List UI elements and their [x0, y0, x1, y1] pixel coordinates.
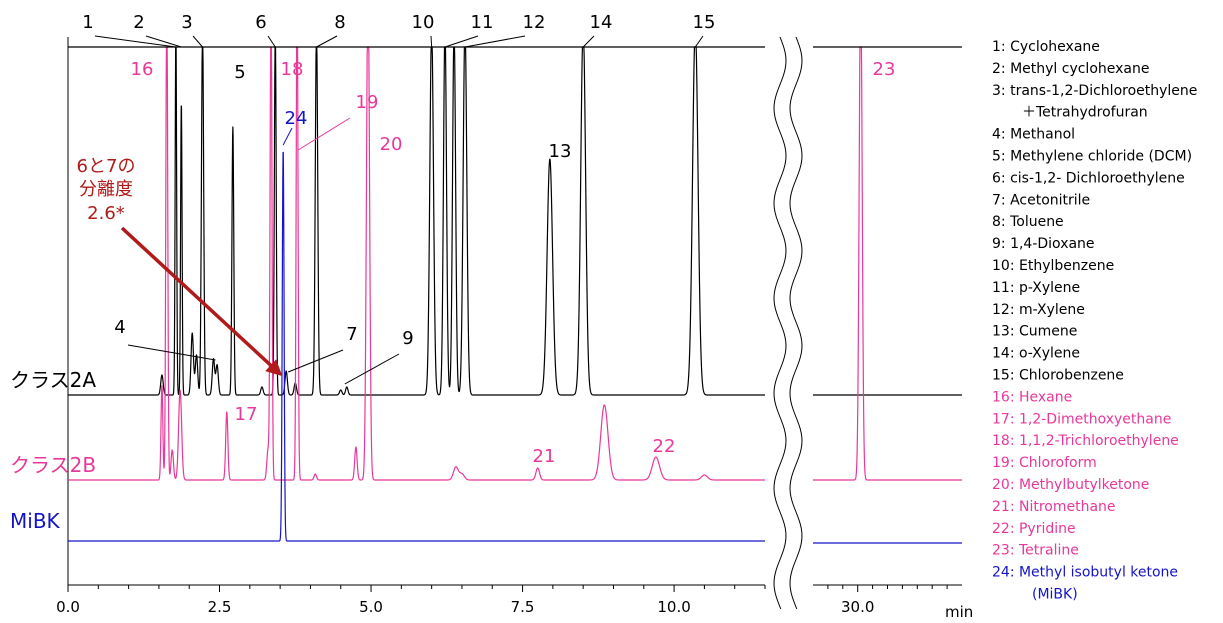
- legend-item-25: (MiBK): [1032, 587, 1078, 603]
- x-tick-label: 5.0: [359, 598, 383, 616]
- legend-item-14: 14: o-Xylene: [992, 346, 1080, 362]
- peak-label-2: 2: [133, 12, 144, 33]
- peak-leader-line: [94, 35, 176, 48]
- legend-item-13: 13: Cumene: [992, 324, 1077, 340]
- legend-item-17: 17: 1,2-Dimethoxyethane: [992, 411, 1171, 427]
- peak-label-8: 8: [334, 12, 345, 33]
- legend-item-11: 11: p-Xylene: [992, 280, 1080, 296]
- legend-item-3: ＋Tetrahydrofuran: [1022, 105, 1148, 121]
- series-label-2: MiBK: [10, 509, 61, 533]
- legend-item-8: 8: Toluene: [992, 214, 1064, 230]
- peak-leader-line: [582, 35, 595, 48]
- peak-label-3: 3: [181, 12, 192, 33]
- legend-item-7: 7: Acetonitrile: [992, 192, 1090, 208]
- break-wave-right: [789, 36, 803, 610]
- peak-leader-line: [192, 35, 203, 48]
- trace-class2A: [67, 46, 766, 396]
- peak-label-17: 17: [235, 404, 258, 425]
- x-tick-label: 2.5: [208, 598, 232, 616]
- peak-leader-line: [145, 35, 182, 48]
- peak-leader-line: [127, 344, 216, 361]
- peak-label-9: 9: [402, 328, 413, 349]
- x-tick-label: 10.0: [657, 598, 690, 616]
- peak-label-18: 18: [281, 59, 304, 80]
- legend-item-2: 3: trans-1,2-Dichloroethylene: [992, 83, 1197, 99]
- legend-item-22: 22: Pyridine: [992, 521, 1076, 537]
- peak-label-4: 4: [114, 317, 125, 338]
- annotation-arrow-head: [265, 359, 283, 377]
- legend-item-10: 10: Ethylbenzene: [992, 258, 1114, 274]
- trace-class2B-right: [813, 46, 962, 481]
- x-tick-label: 0.0: [56, 598, 80, 616]
- break-gap: [772, 30, 808, 620]
- legend-item-12: 12: m-Xylene: [992, 302, 1085, 318]
- peak-label-19: 19: [356, 92, 379, 113]
- peak-label-21: 21: [533, 446, 556, 467]
- peak-leader-line: [282, 127, 293, 146]
- peak-label-10: 10: [412, 12, 435, 33]
- legend-item-9: 9: 1,4-Dioxane: [992, 236, 1095, 252]
- legend-item-21: 21: Nitromethane: [992, 499, 1116, 515]
- axes: 0.0 2.5 5.0 7.5 10.0 30.0 min: [56, 37, 973, 621]
- traces: [67, 46, 962, 544]
- annotation-line-2: 2.6*: [87, 203, 125, 224]
- peak-label-11: 11: [471, 12, 494, 33]
- legend-item-6: 6: cis-1,2- Dichloroethylene: [992, 170, 1185, 186]
- peak-label-14: 14: [590, 12, 613, 33]
- peak-leader-line: [316, 35, 338, 48]
- series-label-1: クラス2B: [10, 453, 96, 477]
- peak-label-7: 7: [346, 324, 357, 345]
- annotation-line-0: 6と7の: [77, 156, 136, 177]
- trace-class2B: [67, 46, 766, 481]
- peak-leader-line: [694, 35, 704, 48]
- peak-label-22: 22: [653, 436, 676, 457]
- peak-leader-line: [267, 35, 276, 48]
- peak-label-13: 13: [549, 141, 572, 162]
- series-labels: クラス2A クラス2B MiBK: [10, 368, 96, 533]
- annotation-arrow-shaft: [120, 226, 280, 374]
- annotation-line-1: 分離度: [79, 179, 133, 200]
- legend-item-20: 20: Methylbutylketone: [992, 477, 1149, 493]
- peak-label-6: 6: [255, 12, 266, 33]
- legend-item-4: 4: Methanol: [992, 127, 1075, 143]
- legend-item-0: 1: Cyclohexane: [992, 39, 1100, 55]
- peak-label-16: 16: [131, 59, 154, 80]
- axis-break: [772, 30, 808, 620]
- peak-leader-line: [430, 35, 433, 48]
- peak-label-1: 1: [82, 12, 93, 33]
- peak-label-20: 20: [380, 134, 403, 155]
- peak-leader-line: [464, 35, 526, 48]
- peak-leader-line: [297, 117, 351, 151]
- legend-item-16: 16: Hexane: [992, 389, 1072, 405]
- peak-label-24: 24: [285, 108, 308, 129]
- x-tick-label: 7.5: [511, 598, 535, 616]
- trace-mibk: [67, 151, 766, 542]
- legend-item-23: 23: Tetraline: [992, 543, 1079, 559]
- break-wave-left: [773, 36, 787, 610]
- peak-leader-line: [444, 35, 479, 48]
- peak-label-15: 15: [693, 12, 716, 33]
- legend-item-15: 15: Chlorobenzene: [992, 368, 1124, 384]
- x-tick-label: 30.0: [841, 598, 874, 616]
- legend-item-5: 5: Methylene chloride (DCM): [992, 149, 1192, 165]
- peak-label-23: 23: [873, 59, 896, 80]
- legend-item-18: 18: 1,1,2-Trichloroethylene: [992, 433, 1179, 449]
- x-axis-label: min: [945, 603, 973, 621]
- peak-leader-line: [288, 349, 344, 373]
- legend-item-1: 2: Methyl cyclohexane: [992, 61, 1149, 77]
- legend-item-24: 24: Methyl isobutyl ketone: [992, 565, 1178, 581]
- legend: 1: Cyclohexane 2: Methyl cyclohexane 3: tr…: [992, 39, 1197, 603]
- series-label-0: クラス2A: [10, 368, 96, 392]
- peak-label-12: 12: [523, 12, 546, 33]
- legend-item-19: 19: Chloroform: [992, 455, 1097, 471]
- peak-leader-line: [344, 353, 400, 385]
- peak-label-5: 5: [234, 62, 245, 83]
